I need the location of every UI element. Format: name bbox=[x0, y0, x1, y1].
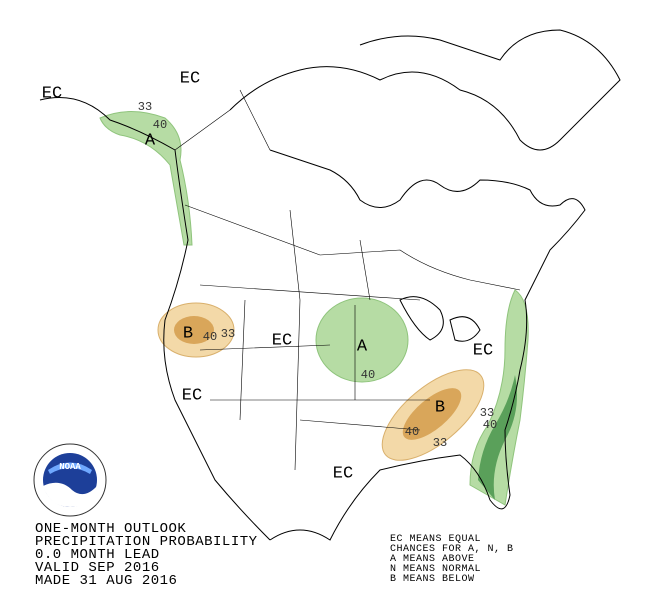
region-label: EC bbox=[42, 84, 62, 103]
coastlines bbox=[39, 29, 621, 541]
above-region bbox=[99, 111, 193, 246]
region-label: EC bbox=[272, 331, 292, 350]
noaa-logo: NOAA bbox=[33, 443, 107, 517]
legend-line: EC MEANS EQUAL bbox=[390, 534, 481, 545]
region-label: A bbox=[145, 131, 156, 150]
legend-line: N MEANS NORMAL bbox=[390, 564, 481, 575]
logo-text: NOAA bbox=[59, 462, 81, 472]
header: ONE-MONTH OUTLOOK PRECIPITATION PROBABIL… bbox=[35, 521, 258, 589]
contour-label: 40 bbox=[405, 425, 419, 439]
contour-label: 33 bbox=[138, 100, 152, 114]
below-region-strong bbox=[174, 316, 214, 344]
region-label: EC bbox=[333, 464, 353, 483]
legend: EC MEANS EQUAL CHANCES FOR A, N, B A MEA… bbox=[390, 534, 514, 585]
contour-label: 40 bbox=[483, 418, 497, 432]
contour-label: 40 bbox=[361, 368, 375, 382]
legend-line: B MEANS BELOW bbox=[390, 574, 475, 585]
above-region-strong bbox=[478, 375, 518, 500]
header-line: PRECIPITATION PROBABILITY bbox=[35, 534, 258, 550]
region-label: EC bbox=[182, 386, 202, 405]
contour-label: 33 bbox=[480, 406, 494, 420]
header-line: VALID SEP 2016 bbox=[35, 560, 160, 576]
legend-line: CHANCES FOR A, N, B bbox=[390, 544, 514, 555]
region-label: B bbox=[435, 398, 445, 417]
contour-label: 33 bbox=[221, 327, 235, 341]
contour-label: 40 bbox=[153, 118, 167, 132]
header-line: ONE-MONTH OUTLOOK bbox=[35, 521, 186, 537]
below-region-strong bbox=[402, 388, 462, 440]
region-label: B bbox=[183, 324, 193, 343]
map-labels: EC EC 33 40 A B 40 33 EC A 40 EC B 33 40… bbox=[42, 69, 497, 483]
regions bbox=[99, 111, 529, 506]
legend-line: A MEANS ABOVE bbox=[390, 554, 475, 565]
header-line: 0.0 MONTH LEAD bbox=[35, 547, 160, 563]
header-line: MADE 31 AUG 2016 bbox=[35, 573, 177, 589]
region-label: EC bbox=[473, 341, 493, 360]
region-label: A bbox=[357, 337, 368, 356]
contour-label: 40 bbox=[203, 330, 217, 344]
region-label: EC bbox=[180, 69, 200, 88]
contour-label: 33 bbox=[433, 436, 447, 450]
above-region bbox=[315, 297, 409, 383]
